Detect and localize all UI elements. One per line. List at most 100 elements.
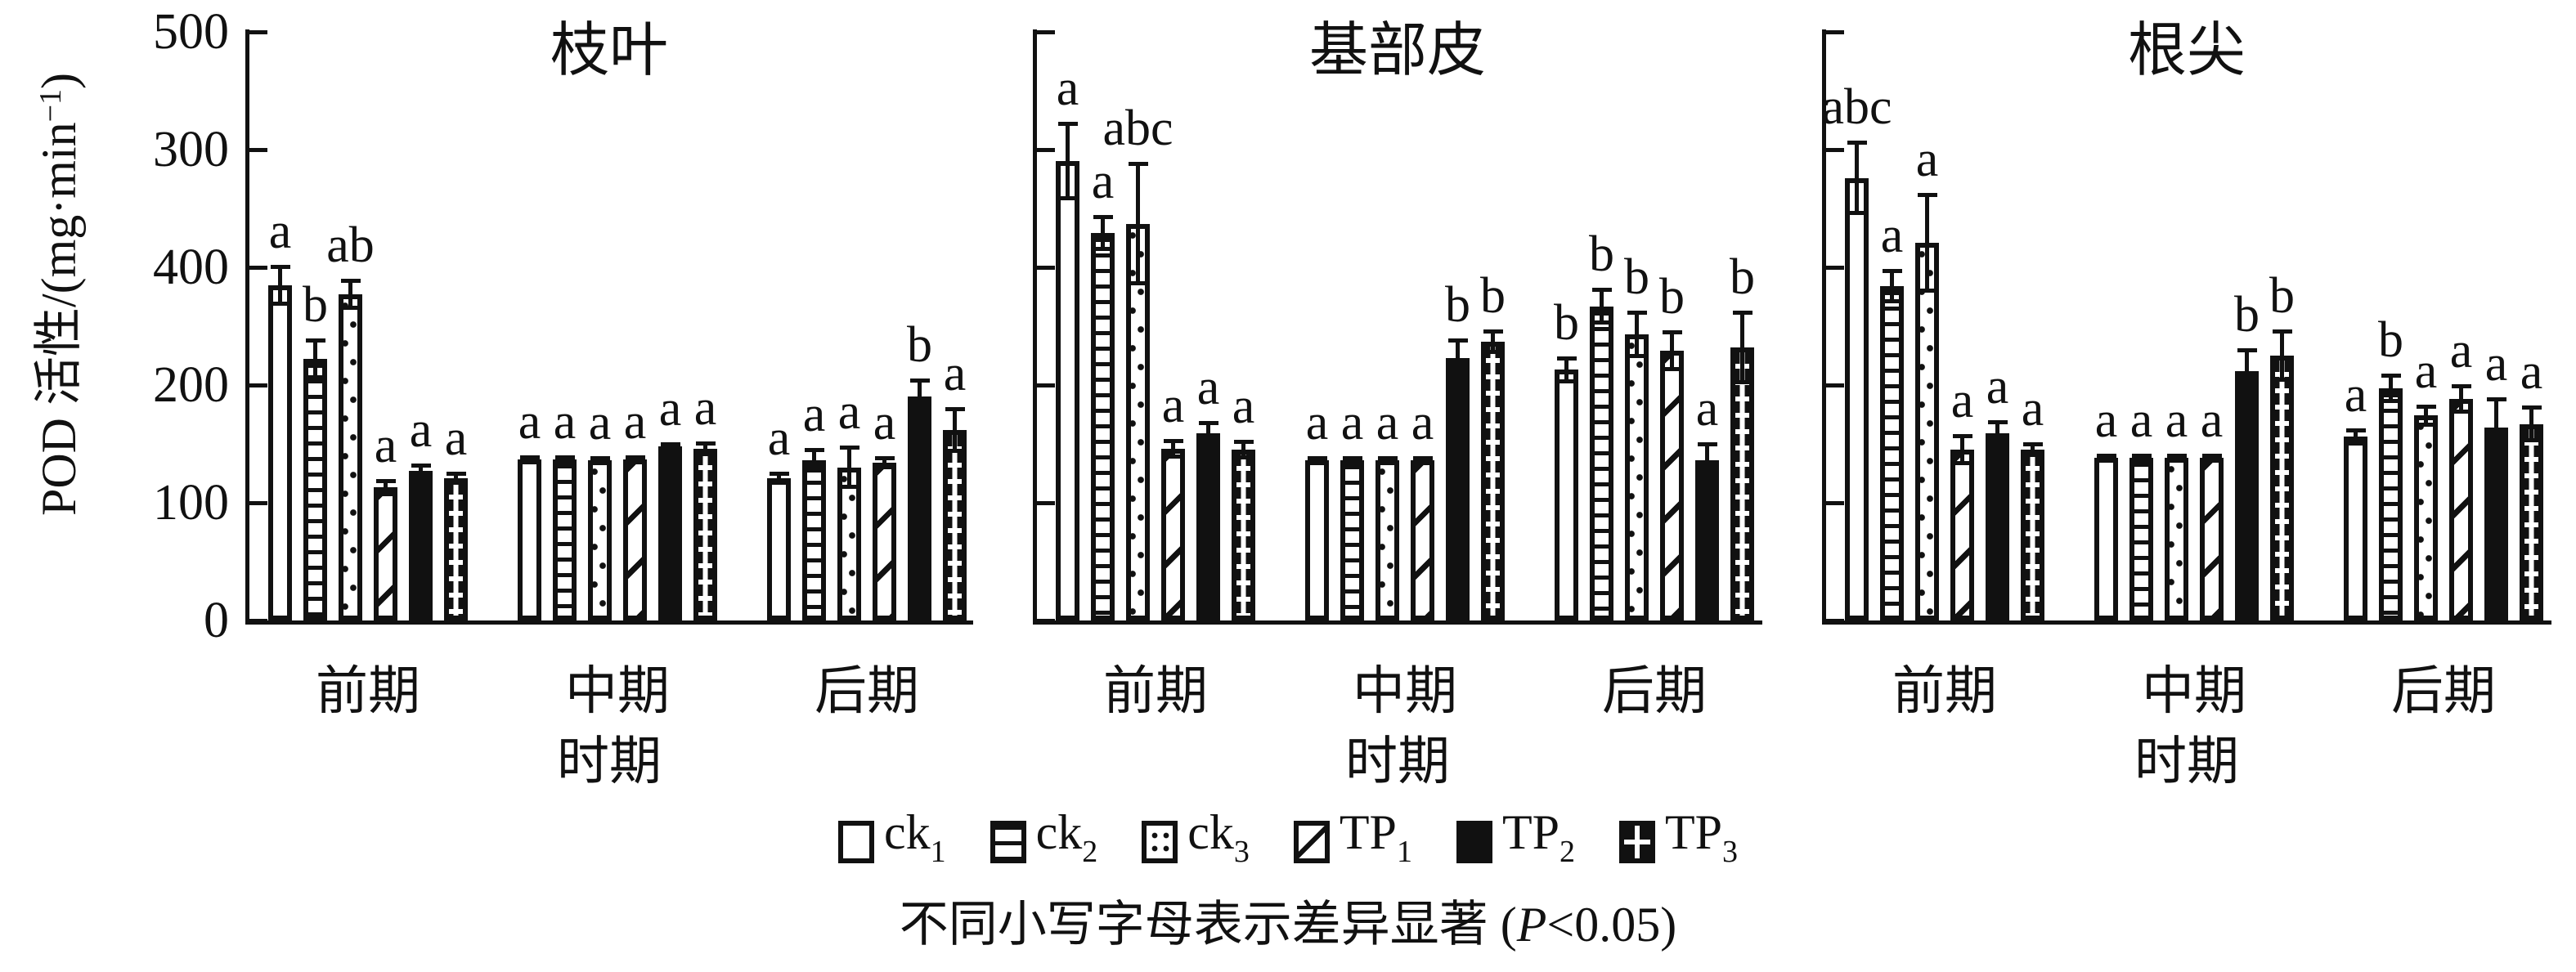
significance-letter: b [1659, 269, 1685, 325]
panel-title: 基部皮 [1308, 18, 1486, 83]
bar-ck1 [268, 284, 292, 620]
error-bar-cap-bottom [2022, 453, 2043, 458]
error-bar-cap-bottom [1627, 354, 1647, 359]
significance-letter: a [1161, 377, 1185, 433]
error-bar-stem [1564, 357, 1568, 382]
bar-ck3 [1126, 223, 1150, 620]
error-bar-cap-top [1627, 310, 1647, 315]
error-bar-cap-bottom [874, 464, 895, 469]
error-bar-stem [812, 450, 816, 472]
error-bar-cap-bottom [660, 446, 680, 450]
significance-letter: a [1915, 131, 1939, 187]
error-bar-stem [1066, 123, 1070, 199]
error-bar-cap-top [2201, 454, 2222, 459]
error-bar-stem [1740, 311, 1744, 383]
error-bar-cap-top [1952, 433, 1972, 438]
significance-letter: a [2414, 343, 2438, 399]
bar-ck3 [837, 467, 861, 620]
x-category-label: 后期 [2391, 662, 2496, 720]
bar-TP3 [1232, 450, 1255, 620]
error-bar-cap-top [1987, 419, 2008, 424]
error-bar-cap-top [1917, 192, 1937, 197]
caption-suffix: <0.05) [1546, 898, 1677, 952]
bar-ck3 [2414, 415, 2438, 620]
error-bar-cap-top [1847, 141, 1867, 146]
error-bar-cap-bottom [839, 485, 859, 490]
legend-swatch-TP1-icon [1293, 821, 1330, 863]
bar-ck2 [1880, 286, 1904, 620]
significance-letter: a [767, 410, 791, 466]
significance-letter: a [1880, 208, 1904, 264]
legend-item-TP2: TP2 [1456, 808, 1575, 876]
error-bar-cap-bottom [1483, 349, 1503, 354]
bar-TP2 [1695, 460, 1719, 620]
bar-ck3 [1625, 334, 1649, 620]
significance-letter: a [2449, 323, 2473, 379]
significance-letter: a [2344, 366, 2367, 423]
legend-swatch-ck3-icon [1142, 821, 1178, 863]
y-axis-line [245, 29, 249, 625]
significance-letter: b [1445, 277, 1470, 334]
figure-caption: 不同小写字母表示差异显著 (P<0.05) [0, 898, 2576, 952]
bar-ck1 [2094, 458, 2118, 620]
error-bar-cap-bottom [2381, 399, 2401, 404]
legend-swatch-TP2-icon [1456, 821, 1492, 863]
significance-letter: a [2021, 381, 2044, 437]
error-bar-cap-top [909, 378, 930, 383]
error-bar-cap-bottom [1987, 442, 2008, 447]
error-bar-stem [882, 458, 886, 468]
error-bar-stem [2459, 386, 2463, 413]
y-axis-tick [249, 619, 267, 623]
error-bar-cap-bottom [769, 480, 789, 485]
error-bar-cap-top [2381, 374, 2401, 378]
bar-TP2 [1446, 357, 1470, 620]
error-bar-cap-bottom [1377, 460, 1398, 465]
error-bar-cap-bottom [1882, 298, 1902, 303]
error-bar-cap-top [2131, 454, 2152, 459]
error-bar-stem [2245, 349, 2249, 392]
error-bar-cap-bottom [1342, 460, 1362, 465]
error-bar-stem [1925, 194, 1929, 291]
bar-TP1 [374, 487, 397, 620]
error-bar-cap-top [1057, 122, 1078, 127]
caption-text: 不同小写字母表示差异显著 ( [899, 898, 1517, 952]
panel-title: 根尖 [2127, 18, 2246, 83]
bar-ck1 [1555, 370, 1578, 620]
significance-letter: a [2165, 392, 2188, 449]
error-bar-stem [2389, 375, 2393, 402]
error-bar-cap-top [1882, 269, 1902, 274]
error-bar-cap-top [2451, 384, 2471, 389]
significance-letter: a [444, 410, 468, 466]
x-axis-line [1033, 620, 1762, 625]
error-bar-cap-bottom [1163, 454, 1183, 459]
significance-letter: a [1695, 381, 1719, 437]
error-bar-cap-top [625, 455, 645, 459]
error-bar-cap-bottom [2486, 453, 2506, 458]
significance-letter: b [303, 277, 328, 334]
bar-ck2 [2129, 458, 2153, 620]
panel-title: 枝叶 [550, 18, 668, 83]
significance-letter: a [693, 379, 717, 436]
bar-ck3 [588, 460, 612, 620]
bar-ck3 [1915, 242, 1939, 620]
error-bar-cap-top [945, 406, 965, 411]
error-bar-stem [1456, 340, 1460, 376]
significance-letter: a [2484, 336, 2508, 392]
bar-TP2 [1986, 433, 2009, 620]
error-bar-stem [278, 266, 282, 304]
error-bar-stem [953, 408, 957, 451]
error-bar-stem [2529, 407, 2533, 441]
error-bar-cap-top [1128, 162, 1148, 167]
y-axis-tick-label: 400 [153, 240, 229, 295]
bar-TP3 [2520, 423, 2543, 620]
error-bar-cap-top [1342, 456, 1362, 461]
y-axis-tick [1037, 266, 1055, 270]
x-category-label: 后期 [815, 662, 919, 720]
legend-swatch-ck2-icon [990, 821, 1026, 863]
error-bar-cap-bottom [1447, 373, 1468, 378]
error-bar-stem [1241, 441, 1245, 459]
significance-letter: a [1950, 372, 1974, 428]
error-bar-cap-top [660, 442, 680, 446]
error-bar-cap-bottom [1732, 380, 1752, 385]
error-bar-stem [1635, 311, 1639, 357]
